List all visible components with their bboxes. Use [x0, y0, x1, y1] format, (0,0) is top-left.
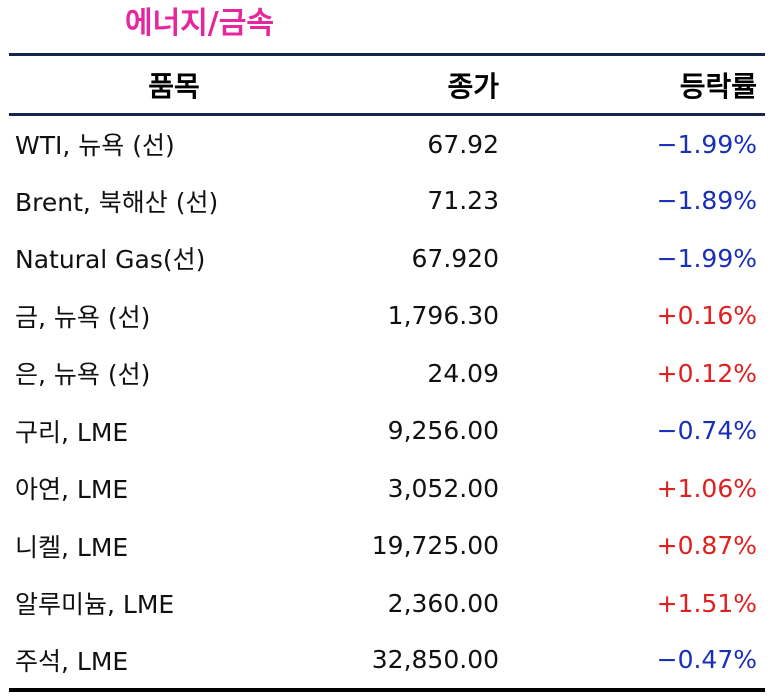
header-close: 종가: [447, 69, 499, 103]
price-table: 품목 종가 등락률 WTI, 뉴욕 (선) 67.92 −1.99% Brent…: [9, 53, 765, 692]
table-row: 주석, LME 32,850.00 −0.47%: [9, 632, 765, 690]
item-name: Brent, 북해산 (선): [15, 187, 219, 217]
change-rate: +0.87%: [656, 531, 757, 561]
item-name: WTI, 뉴욕 (선): [15, 131, 175, 160]
close-price: 9,256.00: [387, 416, 499, 446]
close-price: 32,850.00: [371, 645, 499, 675]
close-price: 1,796.30: [387, 301, 499, 331]
change-rate: +1.06%: [656, 473, 757, 503]
table-header: 품목 종가 등락률: [9, 54, 765, 115]
table-row: Brent, 북해산 (선) 71.23 −1.89%: [9, 172, 765, 230]
change-rate: +1.51%: [656, 588, 757, 618]
change-rate: −1.89%: [656, 186, 757, 216]
item-name: 아연, LME: [15, 475, 129, 505]
table-row: 아연, LME 3,052.00 +1.06%: [9, 460, 765, 518]
table-row: 구리, LME 9,256.00 −0.74%: [9, 402, 765, 460]
table-row: 니켈, LME 19,725.00 +0.87%: [9, 517, 765, 575]
header-change: 등락률: [679, 69, 757, 103]
table-row: 금, 뉴욕 (선) 1,796.30 +0.16%: [9, 287, 765, 345]
header-item: 품목: [148, 69, 200, 103]
table-body: WTI, 뉴욕 (선) 67.92 −1.99% Brent, 북해산 (선) …: [9, 115, 765, 690]
header-row: 품목 종가 등락률: [9, 54, 765, 115]
item-name: 알루미늄, LME: [15, 590, 175, 620]
close-price: 3,052.00: [387, 473, 499, 503]
table-row: WTI, 뉴욕 (선) 67.92 −1.99%: [9, 115, 765, 173]
close-price: 24.09: [427, 358, 499, 388]
close-price: 67.92: [427, 129, 499, 159]
close-price: 2,360.00: [387, 588, 499, 618]
close-price: 67.920: [411, 243, 499, 273]
item-name: 니켈, LME: [15, 532, 129, 562]
change-rate: +0.12%: [656, 358, 757, 388]
item-name: 구리, LME: [15, 417, 129, 447]
close-price: 71.23: [427, 186, 499, 216]
table-row: Natural Gas(선) 67.920 −1.99%: [9, 230, 765, 288]
item-name: 주석, LME: [15, 646, 129, 676]
price-table-container: 품목 종가 등락률 WTI, 뉴욕 (선) 67.92 −1.99% Brent…: [9, 53, 765, 692]
change-rate: −0.47%: [656, 645, 757, 675]
change-rate: −1.99%: [656, 243, 757, 273]
table-row: 알루미늄, LME 2,360.00 +1.51%: [9, 575, 765, 633]
page-title: 에너지/금속: [125, 6, 274, 41]
item-name: 은, 뉴욕 (선): [15, 360, 151, 390]
change-rate: +0.16%: [656, 301, 757, 331]
close-price: 19,725.00: [371, 531, 499, 561]
table-row: 은, 뉴욕 (선) 24.09 +0.12%: [9, 345, 765, 403]
change-rate: −1.99%: [656, 129, 757, 159]
item-name: Natural Gas(선): [15, 245, 206, 275]
change-rate: −0.74%: [656, 416, 757, 446]
item-name: 금, 뉴욕 (선): [15, 302, 151, 332]
